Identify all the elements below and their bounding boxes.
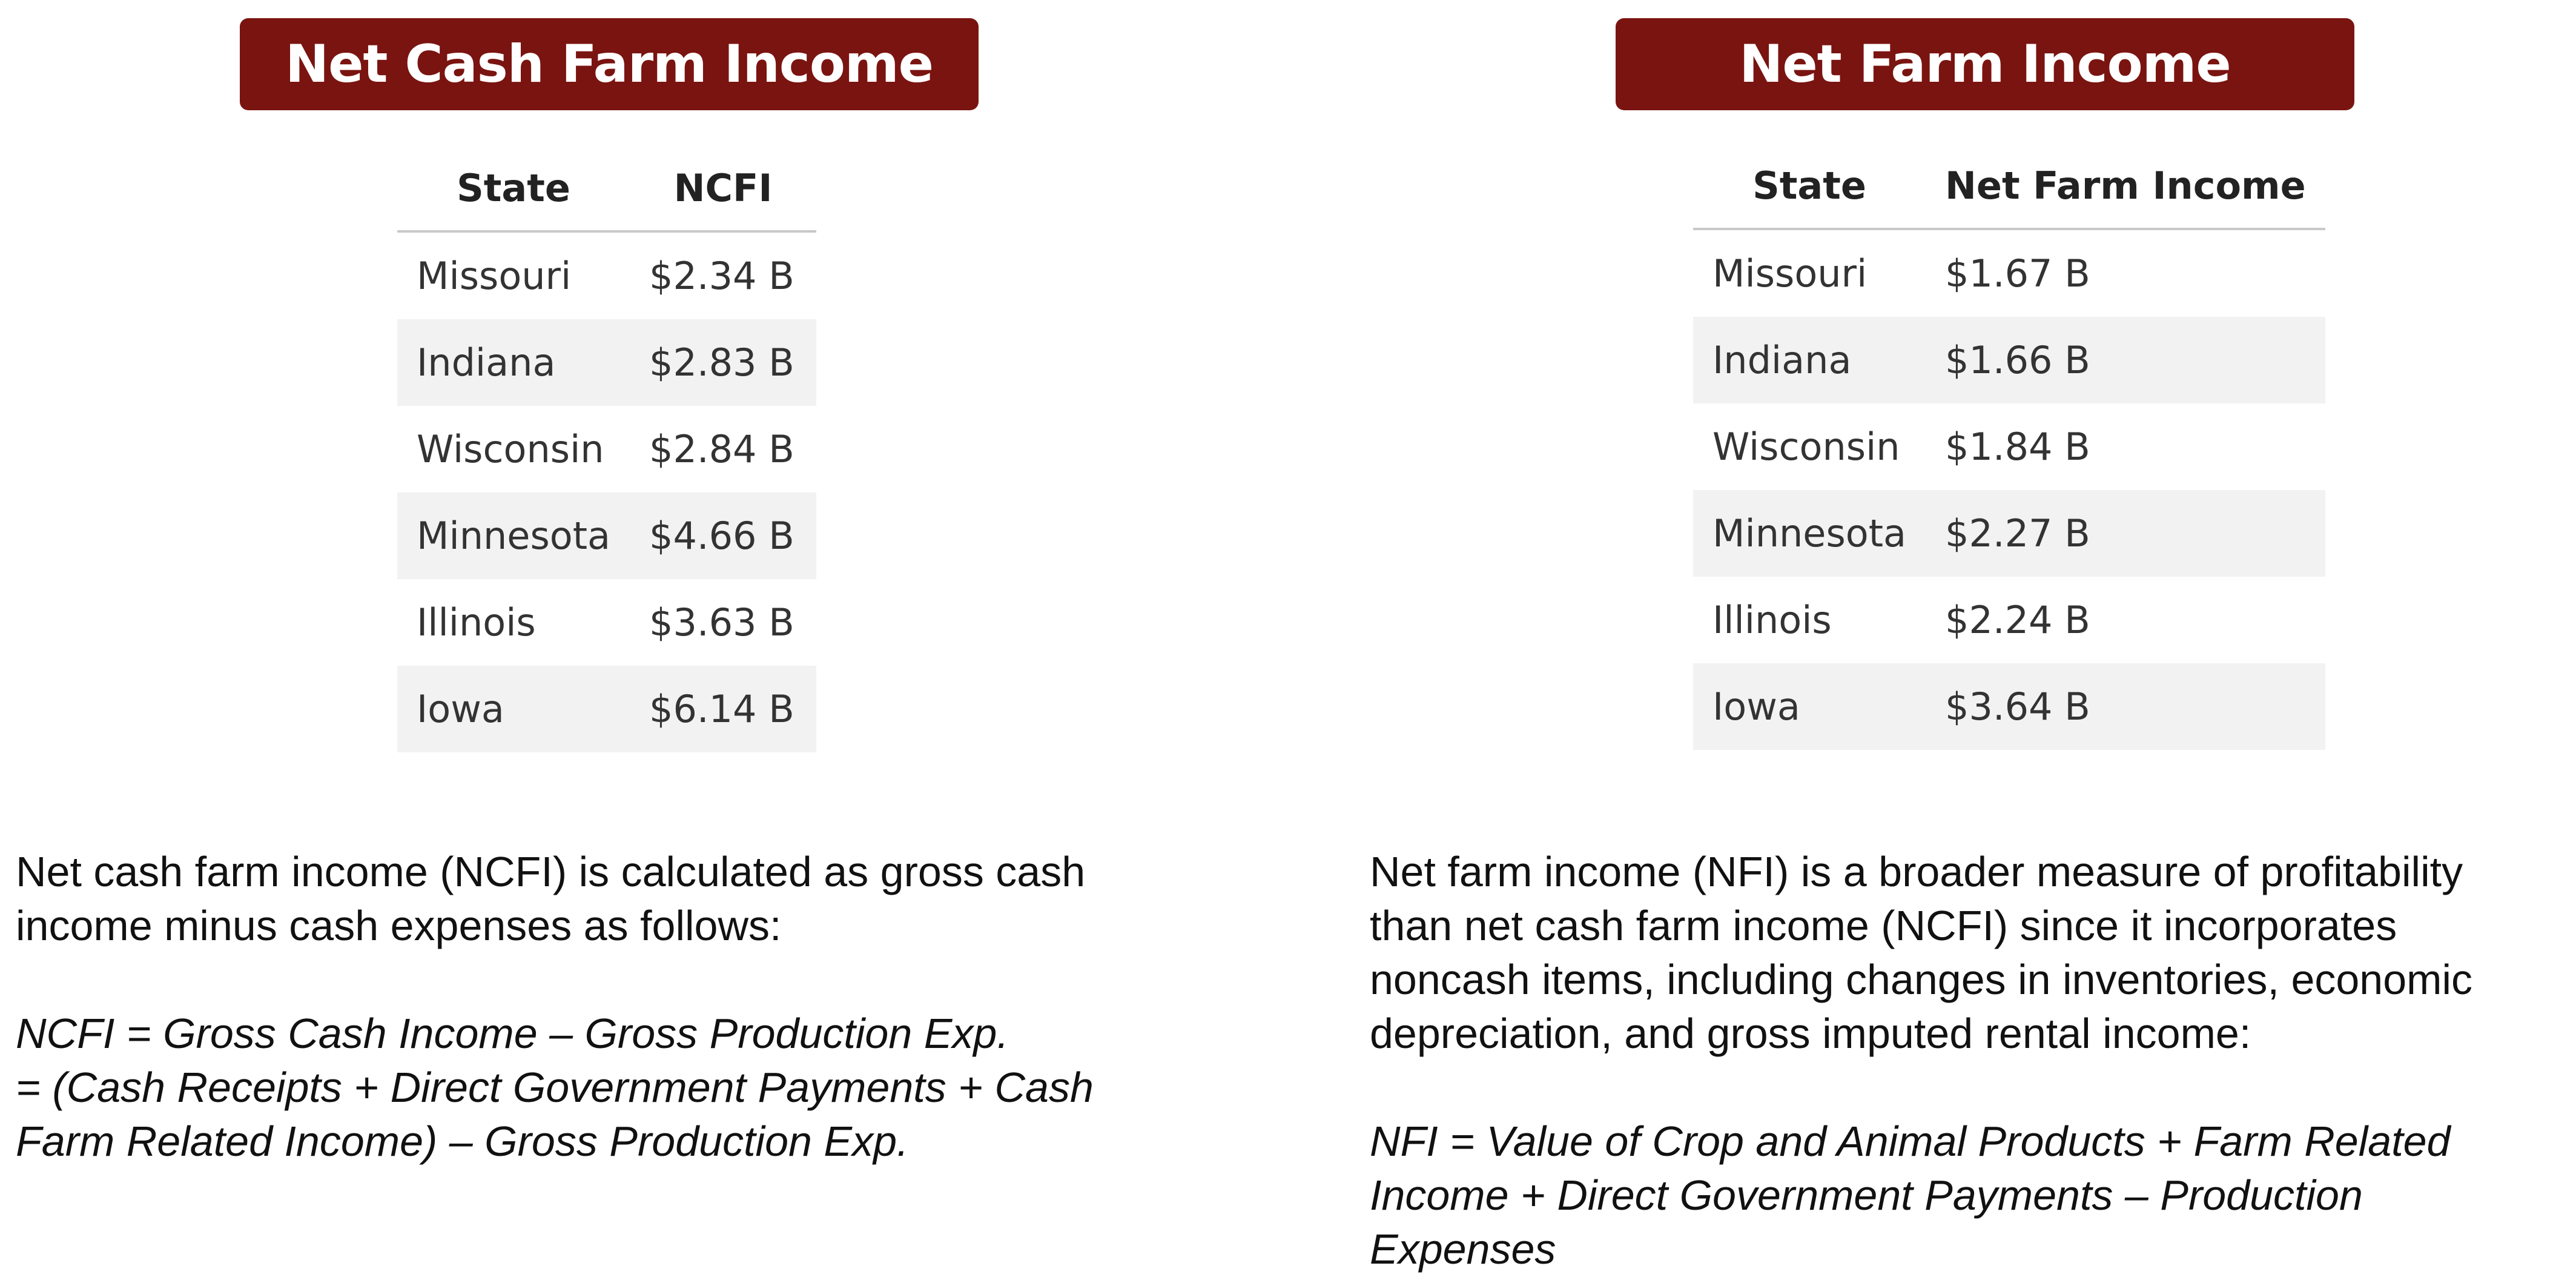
table-row: Minnesota $4.66 B — [397, 492, 816, 579]
state-cell: Illinois — [417, 600, 536, 645]
value-cell: $1.66 B — [1926, 317, 2325, 403]
description-line: noncash items, including changes in inve… — [1370, 956, 2473, 1003]
nfi-formula: NFI = Value of Crop and Animal Products … — [1370, 1115, 2575, 1276]
formula-line: Farm Related Income) – Gross Production … — [16, 1118, 909, 1165]
table-row: Wisconsin $1.84 B — [1693, 403, 2325, 490]
description-line: than net cash farm income (NCFI) since i… — [1370, 902, 2397, 949]
value-cell: $2.24 B — [1945, 598, 2090, 642]
value-cell: $2.84 B — [649, 427, 794, 471]
table-row: Missouri $1.67 B — [1693, 229, 2325, 317]
state-cell: Iowa — [397, 666, 630, 752]
nfi-title-banner: Net Farm Income — [1616, 18, 2354, 110]
table-row: Illinois $2.24 B — [1693, 577, 2325, 663]
table-header-row: State Net Farm Income — [1693, 143, 2325, 230]
table-row: Indiana $1.66 B — [1693, 317, 2325, 403]
column-header-net-farm-income: Net Farm Income — [1926, 143, 2325, 230]
state-cell: Indiana — [1693, 317, 1926, 403]
state-cell: Wisconsin — [1712, 425, 1900, 469]
value-cell: $2.27 B — [1926, 490, 2325, 577]
formula-line: NFI = Value of Crop and Animal Products … — [1370, 1118, 2451, 1165]
state-cell: Missouri — [1712, 251, 1868, 296]
value-cell: $6.14 B — [630, 666, 816, 752]
table-row: Wisconsin $2.84 B — [397, 406, 816, 492]
ncfi-title-banner: Net Cash Farm Income — [240, 18, 979, 110]
ncfi-explanation: Net cash farm income (NCFI) is calculate… — [16, 845, 1227, 1169]
column-header-ncfi: NCFI — [630, 145, 816, 233]
table-row: Iowa $6.14 B — [397, 666, 816, 752]
formula-line: Income + Direct Government Payments – Pr… — [1370, 1172, 2363, 1219]
table-row: Indiana $2.83 B — [397, 319, 816, 406]
ncfi-description: Net cash farm income (NCFI) is calculate… — [16, 845, 1227, 953]
table-row: Missouri $2.34 B — [397, 231, 816, 319]
state-cell: Minnesota — [1693, 490, 1926, 577]
ncfi-table: State NCFI Missouri $2.34 B Indiana $2.8… — [397, 145, 816, 752]
description-line: Net cash farm income (NCFI) is calculate… — [16, 848, 1086, 895]
column-header-state: State — [1693, 143, 1926, 230]
value-cell: $3.64 B — [1926, 663, 2325, 750]
state-cell: Wisconsin — [417, 427, 604, 471]
table-row: Minnesota $2.27 B — [1693, 490, 2325, 577]
description-line: depreciation, and gross imputed rental i… — [1370, 1010, 2251, 1057]
nfi-explanation: Net farm income (NFI) is a broader measu… — [1370, 845, 2575, 1276]
ncfi-formula: NCFI = Gross Cash Income – Gross Product… — [16, 1007, 1227, 1169]
value-cell: $3.63 B — [649, 600, 794, 645]
description-line: income minus cash expenses as follows: — [16, 902, 782, 949]
table-header-row: State NCFI — [397, 145, 816, 233]
value-cell: $1.67 B — [1945, 251, 2090, 296]
nfi-description: Net farm income (NFI) is a broader measu… — [1370, 845, 2575, 1061]
value-cell: $1.84 B — [1945, 425, 2090, 469]
state-cell: Indiana — [397, 319, 630, 406]
formula-line: = (Cash Receipts + Direct Government Pay… — [16, 1064, 1094, 1111]
nfi-table: State Net Farm Income Missouri $1.67 B I… — [1693, 143, 2325, 750]
description-line: Net farm income (NFI) is a broader measu… — [1370, 848, 2463, 895]
formula-line: Expenses — [1370, 1225, 1556, 1273]
state-cell: Iowa — [1693, 663, 1926, 750]
state-cell: Illinois — [1712, 598, 1832, 642]
state-cell: Missouri — [417, 254, 572, 298]
column-header-state: State — [397, 145, 630, 233]
formula-line: NCFI = Gross Cash Income – Gross Product… — [16, 1010, 1009, 1057]
value-cell: $4.66 B — [630, 492, 816, 579]
value-cell: $2.83 B — [630, 319, 816, 406]
table-row: Illinois $3.63 B — [397, 579, 816, 666]
value-cell: $2.34 B — [649, 254, 794, 298]
state-cell: Minnesota — [397, 492, 630, 579]
table-row: Iowa $3.64 B — [1693, 663, 2325, 750]
